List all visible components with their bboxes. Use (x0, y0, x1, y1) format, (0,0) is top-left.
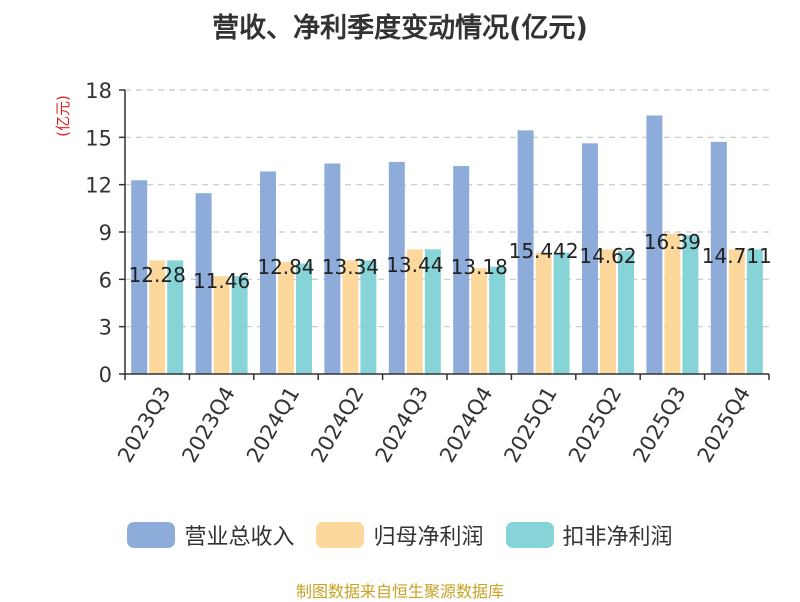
bar-series-1 (260, 171, 276, 374)
x-tick-label: 2024Q4 (435, 383, 497, 467)
data-label: 14.711 (702, 244, 772, 268)
x-tick-label: 2025Q4 (693, 383, 755, 467)
data-label: 13.44 (386, 253, 443, 277)
bar-series-1 (388, 161, 405, 374)
data-label: 14.62 (579, 244, 636, 268)
y-tick-label: 12 (85, 174, 112, 198)
bar-series-1 (324, 163, 341, 374)
bar-series-1 (131, 180, 148, 374)
data-label: 13.34 (322, 255, 379, 279)
data-source-note: 制图数据来自恒生聚源数据库 (295, 582, 504, 601)
legend-item[interactable]: 营业总收入 (127, 519, 294, 551)
bar-series-2 (728, 249, 745, 374)
bar-series-2 (342, 260, 359, 374)
bar-series-3 (746, 249, 763, 374)
y-tick-label: 18 (85, 79, 112, 103)
bar-series-2 (406, 249, 423, 374)
bar-series-3 (489, 266, 506, 374)
bar-series-2 (535, 252, 552, 374)
x-tick-label: 2023Q3 (113, 383, 175, 467)
data-label: 12.28 (129, 263, 186, 287)
legend-label: 营业总收入 (184, 525, 295, 550)
y-tick-label: 9 (99, 221, 112, 245)
legend-swatch (127, 522, 176, 548)
data-label: 15.442 (509, 239, 579, 263)
bar-series-3 (360, 260, 377, 374)
bar-series-3 (167, 260, 184, 374)
legend-item[interactable]: 归母净利润 (316, 519, 484, 551)
bar-series-2 (664, 233, 681, 374)
bar-series-3 (682, 235, 699, 374)
data-label: 13.18 (451, 255, 508, 279)
y-tick-label: 6 (99, 268, 112, 292)
bar-series-3 (618, 250, 634, 374)
bar-series-3 (231, 276, 248, 374)
x-tick-label: 2025Q2 (564, 383, 626, 467)
bar-series-1 (710, 141, 727, 374)
legend-item[interactable]: 扣非净利润 (505, 519, 673, 551)
bar-series-2 (149, 260, 166, 374)
bar-series-3 (553, 252, 570, 374)
x-tick-label: 2025Q3 (628, 383, 690, 467)
legend-label: 归母净利润 (373, 525, 484, 550)
bar-series-2 (278, 261, 294, 374)
legend-label: 扣非净利润 (562, 525, 673, 550)
bar-series-1 (646, 115, 663, 374)
bar-series-2 (600, 249, 616, 374)
legend: 营业总收入 归母净利润 扣非净利润 (0, 517, 800, 553)
data-label: 16.39 (644, 230, 701, 254)
y-tick-label: 15 (85, 126, 112, 150)
x-tick-label: 2023Q4 (177, 383, 239, 467)
bar-series-1 (582, 143, 598, 374)
bars (131, 115, 763, 374)
legend-swatch (505, 522, 554, 548)
x-tick-label: 2024Q3 (371, 383, 433, 467)
bar-series-1 (195, 193, 212, 374)
x-tick-label: 2024Q2 (306, 383, 368, 467)
legend-swatch (316, 522, 365, 548)
y-tick-label: 0 (99, 363, 112, 387)
bar-series-3 (296, 263, 312, 374)
bar-series-1 (517, 130, 534, 374)
x-tick-label: 2025Q1 (499, 383, 561, 467)
data-label: 11.46 (193, 269, 250, 293)
y-axis-title: (亿元) (54, 95, 72, 137)
x-tick-label: 2024Q1 (242, 383, 304, 467)
bar-series-2 (213, 276, 230, 374)
chart-title: 营收、净利季度变动情况(亿元) (212, 13, 588, 44)
y-tick-label: 3 (99, 316, 112, 340)
bar-series-1 (453, 166, 470, 374)
gridlines (125, 89, 769, 328)
data-label: 12.84 (257, 255, 314, 279)
bar-series-2 (471, 268, 488, 374)
bar-series-3 (424, 249, 441, 374)
